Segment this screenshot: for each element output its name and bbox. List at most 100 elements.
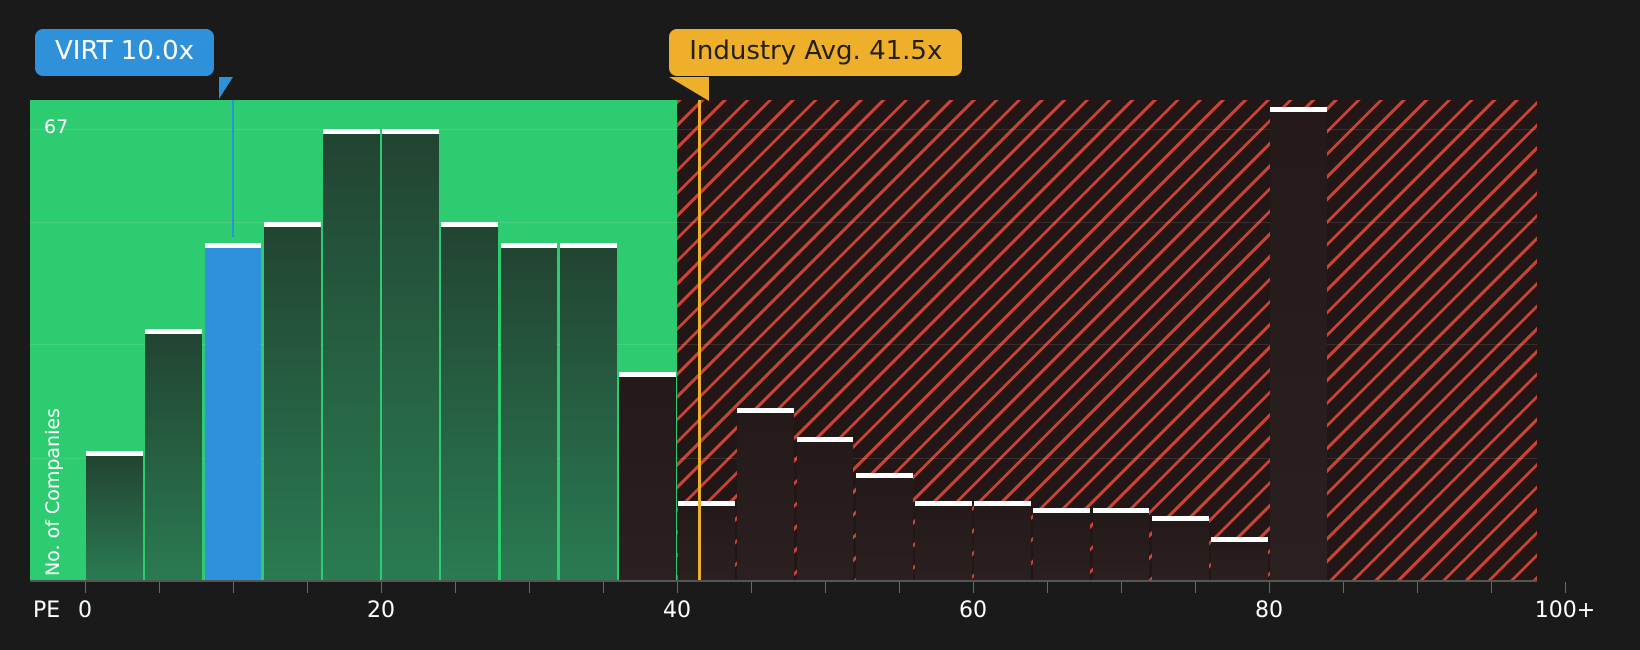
x-axis-tick [677, 582, 678, 593]
bar-cap [204, 243, 262, 249]
x-axis-tick [1195, 582, 1196, 593]
x-axis-tick [1121, 582, 1122, 593]
bar-body [500, 248, 558, 580]
bar-cap [500, 243, 558, 249]
x-axis-label: 0 [78, 598, 92, 623]
bar-cap [145, 329, 203, 335]
bar-cap [1151, 515, 1209, 521]
histogram-bar[interactable] [323, 128, 380, 580]
bar-cap [382, 128, 439, 134]
x-axis-tick [307, 582, 308, 593]
histogram-bar[interactable] [1211, 537, 1268, 580]
callout-benchmark[interactable]: Industry Avg. 41.5x [669, 29, 963, 77]
bar-body [145, 334, 203, 580]
bar-cap [796, 436, 854, 442]
bar-body [382, 133, 439, 580]
callout-company-tail [219, 77, 233, 99]
x-axis-tick [973, 582, 974, 593]
bar-body [855, 477, 913, 580]
bar-cap [678, 501, 735, 507]
x-axis-tick [85, 582, 86, 593]
bar-body [619, 377, 676, 580]
bar-body [915, 506, 972, 580]
histogram-bar[interactable] [1033, 508, 1091, 580]
bar-cap [1092, 508, 1150, 514]
plot-area: No. of Companies [30, 100, 1537, 580]
bar-cap [323, 128, 380, 134]
bar-body [1270, 112, 1327, 580]
bar-cap [1211, 537, 1268, 543]
histogram-bar[interactable] [145, 329, 203, 580]
x-axis-label: 20 [367, 598, 395, 623]
bar-body [796, 441, 854, 580]
x-axis-tick [159, 582, 160, 593]
overvalued-zone [677, 100, 1537, 580]
marker-line-industry [698, 100, 702, 580]
histogram-bar[interactable] [619, 372, 676, 580]
bar-body [1211, 542, 1268, 580]
x-axis-tick [603, 582, 604, 593]
x-axis-label: 40 [663, 598, 691, 623]
gridline [30, 343, 1537, 345]
histogram-bar[interactable] [1270, 107, 1327, 580]
bar-body [678, 506, 735, 580]
bar-cap [974, 501, 1031, 507]
x-axis-label: 60 [959, 598, 987, 623]
histogram-bar[interactable] [500, 243, 558, 580]
x-axis-tick [899, 582, 900, 593]
x-axis-label: 100+ [1534, 598, 1596, 623]
x-axis-tick [825, 582, 826, 593]
bar-cap [559, 243, 617, 249]
bar-body [204, 248, 262, 580]
histogram-bar[interactable] [737, 408, 795, 580]
histogram-bar[interactable] [263, 221, 321, 580]
x-axis-tick [233, 582, 234, 593]
bar-body [737, 413, 795, 580]
x-axis-label: 80 [1255, 598, 1283, 623]
bar-cap [263, 221, 321, 227]
histogram-bar[interactable] [974, 501, 1031, 580]
bar-body [559, 248, 617, 580]
y-axis-max-label: 67 [44, 116, 69, 138]
histogram-bar[interactable] [441, 221, 499, 580]
bar-cap [737, 408, 795, 414]
callout-company[interactable]: VIRT 10.0x [35, 29, 215, 77]
histogram-bar[interactable] [915, 501, 972, 580]
bar-body [263, 226, 321, 580]
histogram-bar[interactable] [796, 436, 854, 580]
gridline [30, 221, 1537, 223]
histogram-bar[interactable] [1092, 508, 1150, 580]
x-axis-tick [381, 582, 382, 593]
bar-body [1033, 513, 1091, 580]
bar-cap [855, 472, 913, 478]
x-axis-line [30, 580, 1537, 582]
x-axis-tick [1343, 582, 1344, 593]
callout-benchmark-tail [669, 77, 710, 101]
bar-cap [441, 221, 499, 227]
histogram-bar[interactable] [559, 243, 617, 580]
x-axis-tick [751, 582, 752, 593]
bar-cap [619, 372, 676, 378]
x-axis-tick [1047, 582, 1048, 593]
x-axis-tick [1417, 582, 1418, 593]
histogram-bar[interactable] [204, 243, 262, 580]
x-axis-tick [1269, 582, 1270, 593]
bar-cap [915, 501, 972, 507]
histogram-bar[interactable] [1151, 515, 1209, 580]
x-axis-tick [455, 582, 456, 593]
histogram-bar[interactable] [382, 128, 439, 580]
bar-cap [86, 451, 143, 457]
bar-body [323, 133, 380, 580]
x-axis-tick [529, 582, 530, 593]
x-axis-tick [1565, 582, 1566, 593]
bar-body [1092, 513, 1150, 580]
bar-body [441, 226, 499, 580]
histogram-bar[interactable] [855, 472, 913, 580]
marker-line-virt [232, 100, 234, 237]
bar-body [86, 456, 143, 580]
x-axis-title: PE [33, 598, 61, 623]
histogram-bar[interactable] [86, 451, 143, 580]
histogram-bar[interactable] [678, 501, 735, 580]
y-axis-title-text: No. of Companies [42, 408, 64, 576]
